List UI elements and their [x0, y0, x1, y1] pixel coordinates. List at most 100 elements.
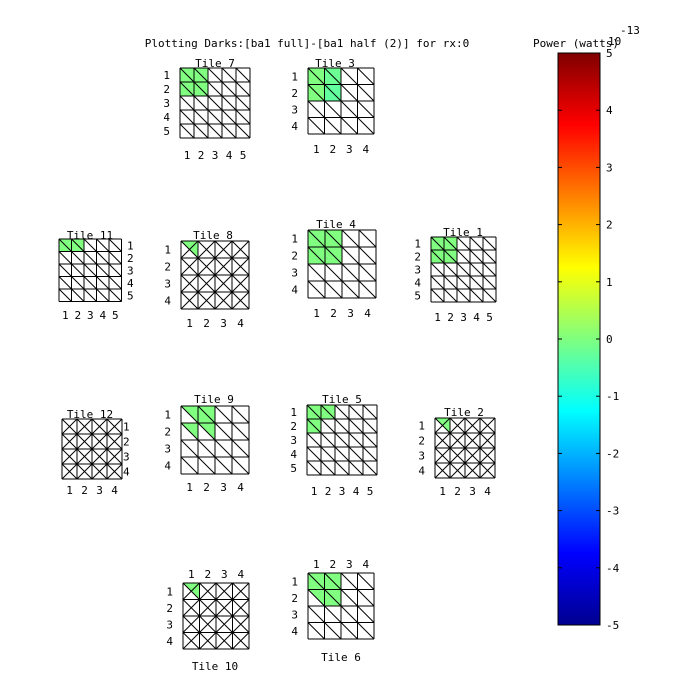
cell-diagonal — [340, 100, 358, 118]
cell-diagonal — [231, 240, 250, 259]
cell-diagonal — [320, 460, 336, 476]
cell-diagonal — [193, 109, 209, 125]
col-label: 5 — [240, 149, 247, 162]
cell-diagonal — [91, 448, 108, 465]
cell-diagonal — [341, 263, 360, 282]
row-label: 4 — [291, 284, 298, 297]
row-label: 4 — [163, 111, 170, 124]
cell-diagonal — [320, 418, 336, 434]
cell-diagonal — [214, 240, 233, 259]
cell-diagonal — [71, 276, 85, 290]
colorbar-tick-label: 3 — [606, 161, 613, 174]
col-label: 4 — [484, 485, 491, 498]
cell-diagonal — [199, 615, 217, 633]
cell-diagonal — [464, 447, 481, 464]
cell-diagonal — [215, 599, 233, 617]
cell-diagonal — [214, 257, 233, 276]
row-label: 2 — [166, 602, 173, 615]
cell-diagonal — [199, 599, 217, 617]
colorbar-gradient — [557, 52, 601, 626]
row-label: 2 — [291, 250, 298, 263]
cell-diagonal — [430, 275, 445, 290]
cell-diagonal — [348, 460, 364, 476]
cell-diagonal — [221, 95, 237, 111]
cell-diagonal — [469, 288, 484, 303]
cell-diagonal — [482, 275, 497, 290]
cell-diagonal — [207, 95, 223, 111]
row-label: 2 — [414, 251, 421, 264]
col-label: 3 — [220, 317, 227, 330]
cell-diagonal — [443, 275, 458, 290]
cell-diagonal — [357, 572, 375, 590]
cell-diagonal — [306, 460, 322, 476]
col-label: 2 — [203, 317, 210, 330]
cell-diagonal — [215, 615, 233, 633]
cell-diagonal — [449, 447, 466, 464]
row-label: 1 — [290, 406, 297, 419]
cell-diagonal — [443, 236, 458, 251]
cell-diagonal — [324, 84, 342, 102]
col-label: 2 — [325, 485, 332, 498]
cell-diagonal — [91, 463, 108, 480]
cell-diagonal — [182, 599, 200, 617]
cell-diagonal — [179, 123, 195, 139]
row-label: 5 — [290, 462, 297, 475]
cell-diagonal — [362, 446, 378, 462]
row-label: 1 — [123, 421, 130, 434]
cell-diagonal — [469, 236, 484, 251]
col-label: 5 — [367, 485, 374, 498]
tile-title: Tile 8 — [193, 229, 233, 242]
cell-diagonal — [443, 262, 458, 277]
col-label: 1 — [311, 485, 318, 498]
col-label: 1 — [313, 307, 320, 320]
col-label: 3 — [346, 143, 353, 156]
cell-diagonal — [307, 622, 325, 640]
cell-diagonal — [207, 81, 223, 97]
cell-diagonal — [193, 81, 209, 97]
cell-diagonal — [306, 404, 322, 420]
col-label: 2 — [329, 143, 336, 156]
row-label: 1 — [291, 70, 298, 83]
cell-diagonal — [324, 100, 342, 118]
tile-title: Tile 11 — [67, 229, 113, 242]
cell-diagonal — [180, 274, 199, 293]
col-label: 4 — [473, 311, 480, 324]
cell-diagonal — [179, 109, 195, 125]
tile-title: Tile 4 — [316, 218, 356, 231]
col-label: 2 — [203, 481, 210, 494]
col-label: 1 — [439, 485, 446, 498]
cell-diagonal — [307, 263, 326, 282]
col-label: 3 — [212, 149, 219, 162]
cell-diagonal — [306, 432, 322, 448]
row-label: 3 — [166, 618, 173, 631]
cell-diagonal — [83, 238, 97, 252]
cell-diagonal — [106, 433, 123, 450]
cell-diagonal — [357, 589, 375, 607]
cell-diagonal — [232, 582, 250, 600]
row-label: 1 — [127, 239, 134, 252]
row-label: 2 — [123, 436, 130, 449]
cell-diagonal — [307, 84, 325, 102]
cell-diagonal — [76, 448, 93, 465]
cell-diagonal — [348, 432, 364, 448]
cell-diagonal — [456, 288, 471, 303]
colorbar-exponent-base: 10 — [608, 35, 621, 48]
tile-title: Tile 1 — [443, 226, 483, 239]
colorbar-tick-label: -2 — [606, 447, 619, 460]
cell-diagonal — [357, 622, 375, 640]
row-label: 3 — [163, 97, 170, 110]
cell-diagonal — [307, 572, 325, 590]
cell-diagonal — [357, 67, 375, 85]
col-label: 3 — [339, 485, 346, 498]
cell-diagonal — [71, 288, 85, 302]
cell-diagonal — [341, 280, 360, 299]
col-label: 1 — [434, 311, 441, 324]
cell-diagonal — [96, 263, 110, 277]
row-label: 3 — [291, 267, 298, 280]
col-label: 1 — [313, 143, 320, 156]
cell-diagonal — [193, 95, 209, 111]
col-label: 2 — [330, 307, 337, 320]
tile-title: Tile 7 — [195, 57, 235, 70]
